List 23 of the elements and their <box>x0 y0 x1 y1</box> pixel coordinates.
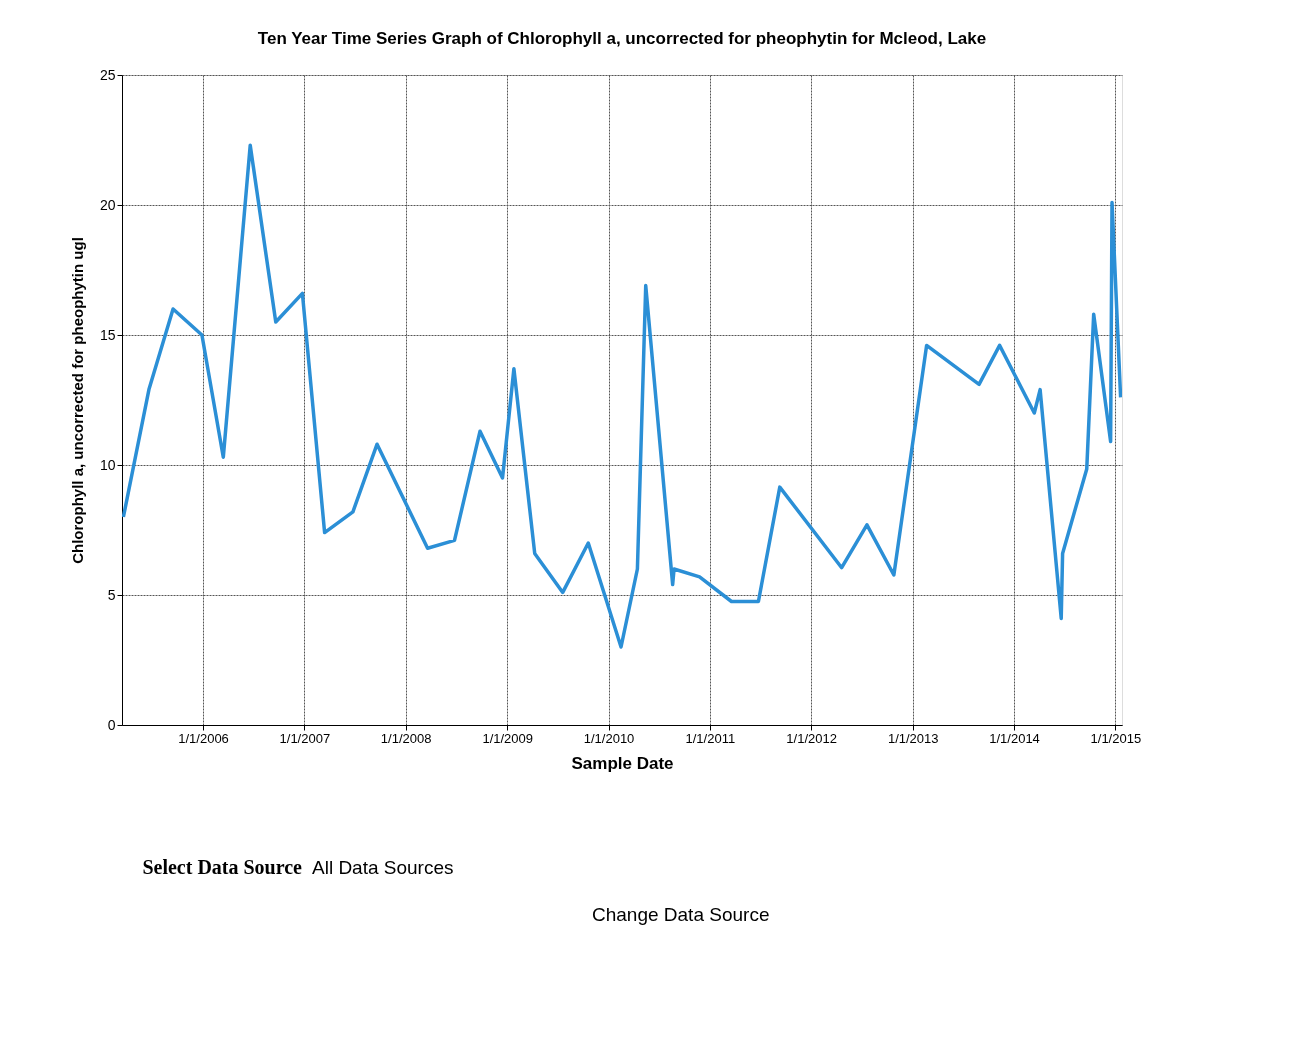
y-tick-label: 10 <box>99 456 116 473</box>
x-tick-label: 1/1/2011 <box>685 730 736 746</box>
chart-title: Ten Year Time Series Graph of Chlorophyll a, uncorrected for pheophytin for Mcleod, Lake <box>257 29 987 48</box>
x-tick-label: 1/1/2009 <box>482 730 534 746</box>
text: Change Data Source <box>592 904 770 925</box>
text: All Data Sources <box>312 857 454 878</box>
x-tick-label: 1/1/2013 <box>887 730 939 746</box>
y-tick-label: 25 <box>99 66 116 83</box>
x-tick-label: 1/1/2010 <box>583 730 635 746</box>
x-tick-label: 1/1/2014 <box>989 730 1040 746</box>
y-tick-label: 0 <box>107 716 116 733</box>
y-tick-label: 15 <box>99 326 116 343</box>
x-tick-label: 1/1/2015 <box>1090 730 1142 746</box>
y-axis-title: Chlorophyll a, uncorrected for pheophytin ugl <box>68 237 86 564</box>
x-axis-title: Sample Date <box>571 753 674 773</box>
x-tick-label: 1/1/2006 <box>178 730 229 746</box>
y-tick-label: 5 <box>107 586 116 603</box>
text: Select Data Source <box>142 856 303 878</box>
y-tick-label: 20 <box>99 196 116 213</box>
x-tick-label: 1/1/2007 <box>279 730 331 746</box>
line-series <box>122 143 1122 649</box>
x-tick-label: 1/1/2012 <box>786 730 837 746</box>
x-tick-label: 1/1/2008 <box>380 730 432 746</box>
